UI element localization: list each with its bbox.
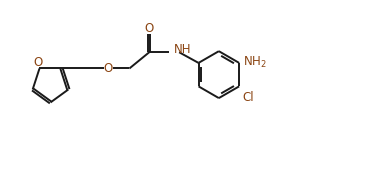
Text: Cl: Cl bbox=[242, 91, 254, 104]
Text: NH$_2$: NH$_2$ bbox=[244, 55, 267, 70]
Text: O: O bbox=[104, 62, 113, 75]
Text: O: O bbox=[145, 22, 154, 35]
Text: NH: NH bbox=[174, 43, 192, 56]
Text: O: O bbox=[34, 56, 43, 69]
